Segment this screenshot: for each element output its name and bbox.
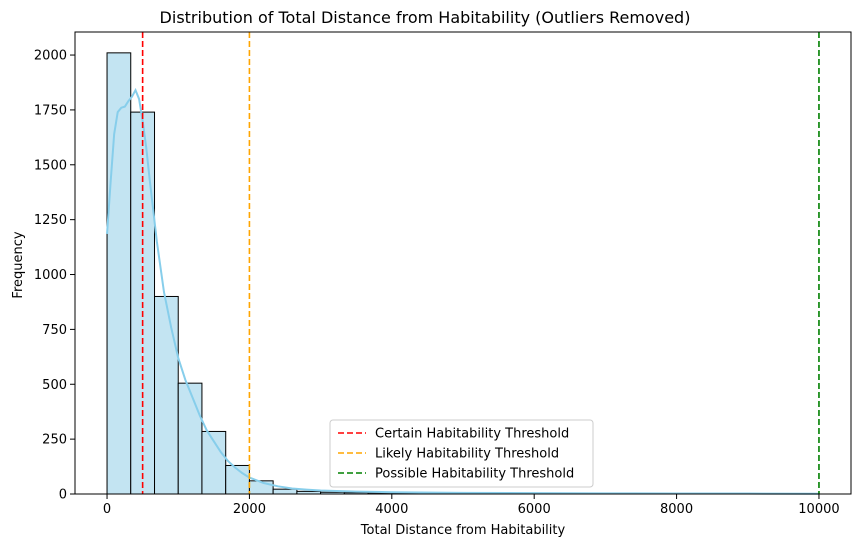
- y-tick-label: 500: [42, 378, 67, 393]
- chart-title: Distribution of Total Distance from Habi…: [160, 8, 691, 27]
- x-tick-label: 4000: [375, 502, 408, 517]
- legend-label: Likely Habitability Threshold: [375, 447, 559, 462]
- y-tick-label: 250: [42, 433, 67, 448]
- x-tick-label: 0: [103, 502, 111, 517]
- y-tick-label: 750: [42, 323, 67, 338]
- legend-label: Certain Habitability Threshold: [375, 427, 569, 442]
- y-tick-label: 0: [59, 488, 67, 503]
- y-tick-label: 1500: [34, 158, 67, 173]
- histogram-bar: [154, 295, 179, 495]
- x-tick-label: 10000: [798, 502, 839, 517]
- legend-label: Possible Habitability Threshold: [375, 467, 574, 482]
- y-axis-title: Frequency: [11, 231, 26, 298]
- axes-group: [74, 31, 852, 495]
- x-tick-label: 8000: [660, 502, 693, 517]
- y-tick-label: 2000: [34, 49, 67, 64]
- kde-curve: [106, 87, 819, 495]
- y-tick-label: 1750: [34, 103, 67, 118]
- histogram-bar: [177, 382, 203, 495]
- y-axis-ticks: 0 250 500 750 1000 1250 1500 1750 2000: [34, 49, 75, 503]
- x-axis-title: Total Distance from Habitability: [360, 523, 566, 538]
- histogram-bar: [106, 52, 132, 495]
- legend-box: [329, 419, 594, 488]
- kde-group: [106, 87, 819, 495]
- y-tick-label: 1000: [34, 268, 67, 283]
- y-tick-label: 1250: [34, 213, 67, 228]
- x-axis-ticks: 0 2000 4000 6000 8000 10000: [103, 494, 840, 517]
- x-tick-label: 6000: [518, 502, 551, 517]
- threshold-lines-group: [141, 32, 820, 494]
- x-tick-label: 2000: [233, 502, 266, 517]
- histogram-bar: [272, 488, 298, 495]
- legend: Certain Habitability Threshold Likely Hab…: [329, 419, 594, 488]
- axes-frame: [74, 31, 852, 495]
